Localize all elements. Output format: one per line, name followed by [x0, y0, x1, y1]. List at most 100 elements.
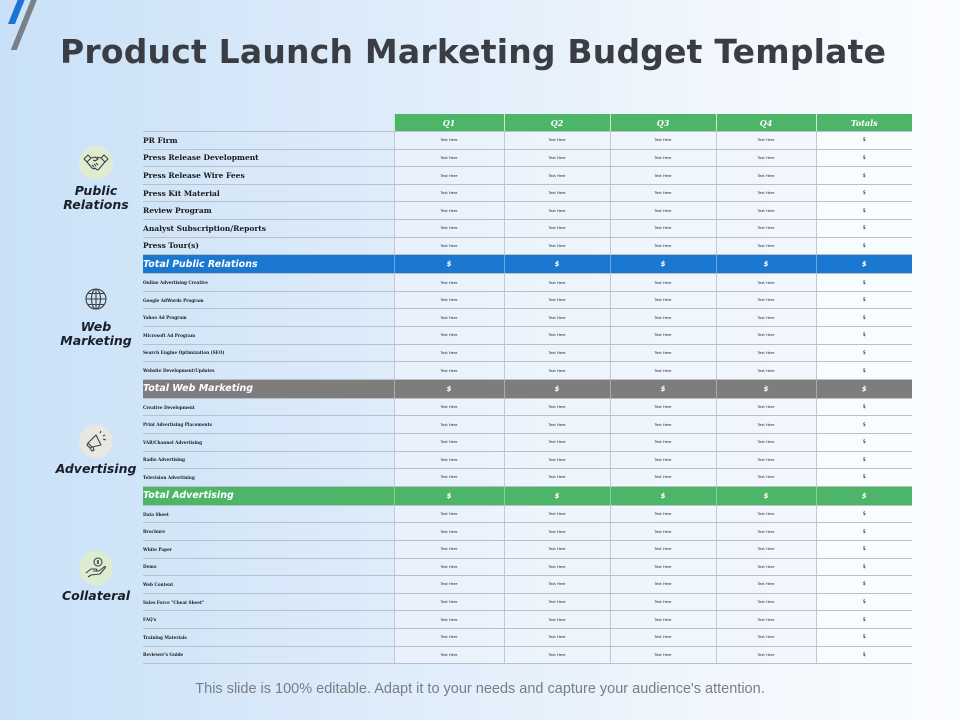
cell-q1[interactable]: Text Here	[393, 361, 504, 380]
cell-q4[interactable]: Text Here	[715, 237, 816, 256]
cell-q4[interactable]: Text Here	[715, 415, 816, 434]
cell-totals[interactable]: $	[815, 451, 912, 470]
cell-totals[interactable]: $	[815, 273, 912, 292]
cell-q2[interactable]: Text Here	[503, 433, 610, 452]
cell-q1[interactable]: Text Here	[393, 415, 504, 434]
cell-totals[interactable]: $	[815, 575, 912, 594]
cell-totals[interactable]: $	[815, 149, 912, 168]
cell-q2[interactable]: Text Here	[503, 540, 610, 559]
cell-q3[interactable]: Text Here	[609, 219, 716, 238]
cell-q1[interactable]: Text Here	[393, 166, 504, 185]
cell-q2[interactable]: Text Here	[503, 646, 610, 665]
cell-q3[interactable]: Text Here	[609, 646, 716, 665]
cell-q1[interactable]: Text Here	[393, 505, 504, 524]
cell-q4[interactable]: Text Here	[715, 646, 816, 665]
cell-q4[interactable]: Text Here	[715, 184, 816, 203]
cell-q3[interactable]: Text Here	[609, 201, 716, 221]
cell-q2[interactable]: Text Here	[503, 184, 610, 203]
cell-q2[interactable]: Text Here	[503, 219, 610, 238]
cell-q3[interactable]: Text Here	[609, 575, 716, 594]
cell-q1[interactable]: Text Here	[393, 184, 504, 203]
cell-q3[interactable]: Text Here	[609, 468, 716, 487]
cell-q2[interactable]: Text Here	[503, 361, 610, 380]
cell-q4[interactable]: Text Here	[715, 468, 816, 487]
cell-q1[interactable]: Text Here	[393, 593, 504, 612]
cell-q2[interactable]: Text Here	[503, 131, 610, 150]
cell-q3[interactable]: Text Here	[609, 540, 716, 559]
cell-totals[interactable]: $	[815, 628, 912, 647]
cell-q3[interactable]: Text Here	[609, 131, 716, 150]
total-cell-q2[interactable]: $	[503, 254, 610, 275]
cell-totals[interactable]: $	[815, 646, 912, 665]
cell-q4[interactable]: Text Here	[715, 166, 816, 185]
cell-totals[interactable]: $	[815, 433, 912, 452]
cell-q4[interactable]: Text Here	[715, 433, 816, 452]
cell-q3[interactable]: Text Here	[609, 505, 716, 524]
total-cell-totals[interactable]: $	[815, 486, 912, 506]
cell-q1[interactable]: Text Here	[393, 610, 504, 629]
total-cell-totals[interactable]: $	[815, 379, 912, 399]
cell-q4[interactable]: Text Here	[715, 522, 816, 541]
cell-q1[interactable]: Text Here	[393, 451, 504, 470]
cell-totals[interactable]: $	[815, 540, 912, 559]
cell-totals[interactable]: $	[815, 361, 912, 380]
cell-q2[interactable]: Text Here	[503, 149, 610, 168]
cell-q2[interactable]: Text Here	[503, 273, 610, 292]
total-cell-q2[interactable]: $	[503, 486, 610, 506]
cell-q2[interactable]: Text Here	[503, 610, 610, 629]
total-cell-q4[interactable]: $	[715, 379, 816, 399]
cell-totals[interactable]: $	[815, 415, 912, 434]
cell-q3[interactable]: Text Here	[609, 522, 716, 541]
cell-q1[interactable]: Text Here	[393, 646, 504, 665]
total-cell-q4[interactable]: $	[715, 486, 816, 506]
total-cell-q1[interactable]: $	[393, 379, 504, 399]
cell-q4[interactable]: Text Here	[715, 628, 816, 647]
cell-q4[interactable]: Text Here	[715, 201, 816, 221]
total-cell-q3[interactable]: $	[609, 379, 716, 399]
cell-q1[interactable]: Text Here	[393, 628, 504, 647]
cell-totals[interactable]: $	[815, 522, 912, 541]
cell-q1[interactable]: Text Here	[393, 131, 504, 150]
total-cell-q4[interactable]: $	[715, 254, 816, 275]
cell-totals[interactable]: $	[815, 237, 912, 256]
cell-q1[interactable]: Text Here	[393, 398, 504, 417]
cell-q2[interactable]: Text Here	[503, 166, 610, 185]
cell-q4[interactable]: Text Here	[715, 610, 816, 629]
cell-q3[interactable]: Text Here	[609, 593, 716, 612]
cell-q3[interactable]: Text Here	[609, 166, 716, 185]
cell-q3[interactable]: Text Here	[609, 273, 716, 292]
cell-totals[interactable]: $	[815, 593, 912, 612]
cell-totals[interactable]: $	[815, 131, 912, 150]
cell-q1[interactable]: Text Here	[393, 326, 504, 345]
cell-q4[interactable]: Text Here	[715, 575, 816, 594]
cell-q4[interactable]: Text Here	[715, 273, 816, 292]
cell-q3[interactable]: Text Here	[609, 610, 716, 629]
cell-q1[interactable]: Text Here	[393, 558, 504, 577]
cell-q4[interactable]: Text Here	[715, 326, 816, 345]
cell-q1[interactable]: Text Here	[393, 149, 504, 168]
cell-q4[interactable]: Text Here	[715, 593, 816, 612]
cell-q1[interactable]: Text Here	[393, 344, 504, 363]
total-cell-q3[interactable]: $	[609, 254, 716, 275]
cell-q3[interactable]: Text Here	[609, 398, 716, 417]
cell-q2[interactable]: Text Here	[503, 344, 610, 363]
cell-q4[interactable]: Text Here	[715, 308, 816, 328]
cell-q1[interactable]: Text Here	[393, 308, 504, 328]
cell-q1[interactable]: Text Here	[393, 433, 504, 452]
cell-q2[interactable]: Text Here	[503, 558, 610, 577]
cell-q2[interactable]: Text Here	[503, 308, 610, 328]
cell-q3[interactable]: Text Here	[609, 291, 716, 310]
cell-q1[interactable]: Text Here	[393, 201, 504, 221]
cell-q2[interactable]: Text Here	[503, 201, 610, 221]
cell-q2[interactable]: Text Here	[503, 291, 610, 310]
cell-totals[interactable]: $	[815, 166, 912, 185]
total-cell-q1[interactable]: $	[393, 254, 504, 275]
cell-q2[interactable]: Text Here	[503, 451, 610, 470]
cell-totals[interactable]: $	[815, 326, 912, 345]
cell-q2[interactable]: Text Here	[503, 468, 610, 487]
total-cell-q3[interactable]: $	[609, 486, 716, 506]
cell-totals[interactable]: $	[815, 184, 912, 203]
cell-q4[interactable]: Text Here	[715, 219, 816, 238]
total-cell-q2[interactable]: $	[503, 379, 610, 399]
cell-q4[interactable]: Text Here	[715, 291, 816, 310]
